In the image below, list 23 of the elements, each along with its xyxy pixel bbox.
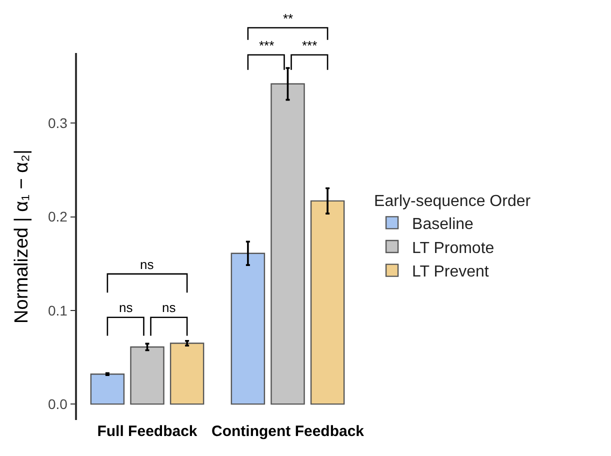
- annotation: ns: [140, 257, 154, 272]
- bar: [270, 83, 305, 405]
- legend-label: LT Promote: [412, 240, 494, 257]
- x-tick-label: Contingent Feedback: [211, 423, 365, 440]
- bar: [310, 200, 345, 405]
- annotation: ns: [162, 300, 176, 315]
- legend-title: Early-sequence Order: [374, 192, 532, 210]
- y-axis-title: Normalized | α₁ − α₂|: [11, 150, 32, 324]
- y-tick-label: 0.0: [48, 396, 68, 412]
- text: ***: [302, 38, 318, 53]
- y-tick-label: 0.3: [48, 115, 68, 132]
- bar: [230, 252, 266, 405]
- text: **: [283, 11, 294, 26]
- y-tick-label: 0.2: [48, 208, 68, 225]
- y-tick-label: 0.1: [48, 302, 68, 318]
- annotation: ns: [119, 300, 134, 315]
- legend-label: LT Prevent: [412, 264, 490, 281]
- legend-label: Baseline: [412, 216, 474, 233]
- text: ***: [259, 38, 274, 53]
- bar: [170, 342, 204, 405]
- bar: [90, 374, 125, 405]
- x-tick-label: Full Feedback: [97, 423, 198, 440]
- bar: [130, 346, 164, 405]
